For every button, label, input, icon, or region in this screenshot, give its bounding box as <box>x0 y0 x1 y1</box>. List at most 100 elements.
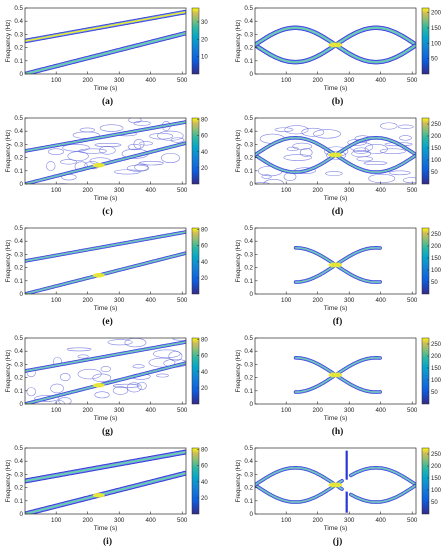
y-tick-label: 0.2 <box>244 485 253 492</box>
y-tick-label: 0.5 <box>244 115 253 122</box>
colorbar-tick-label: 200 <box>431 354 442 360</box>
x-tick-label: 200 <box>83 187 94 194</box>
ridge-sine-b-0-core <box>255 467 343 490</box>
y-tick-label: 0.4 <box>244 238 253 245</box>
x-tick-label: 200 <box>83 77 94 84</box>
noise-contour <box>94 391 110 399</box>
panel-e: 100 200 300 400 500 0 0.1 0.2 0.3 0.4 0.5 Time (s) F… <box>5 225 208 327</box>
noise-contour <box>20 187 43 193</box>
y-tick-label: 0.4 <box>14 458 23 465</box>
plot-area <box>255 8 416 74</box>
plot-frame <box>24 447 187 515</box>
x-tick-label: 400 <box>376 407 387 414</box>
colorbar-tick-label: 80 <box>201 228 208 234</box>
x-tick-label: 100 <box>281 77 292 84</box>
x-tick-label: 300 <box>344 517 355 524</box>
y-tick-label: 0.2 <box>244 45 253 52</box>
x-tick-label: 200 <box>313 407 324 414</box>
noise-contour <box>99 124 124 132</box>
plot-frame <box>254 447 417 515</box>
noise-contour <box>107 339 133 346</box>
x-tick-label: 500 <box>177 187 188 194</box>
panel-a: 100 200 300 400 500 0 0.1 0.2 0.3 0.4 0.5 Time (s) F… <box>5 5 208 107</box>
x-tick-label: 200 <box>313 517 324 524</box>
ridge-crossing-peak <box>328 152 343 158</box>
noise-contour <box>66 347 92 352</box>
y-tick-label: 0 <box>250 401 254 408</box>
y-tick-label: 0 <box>250 71 254 78</box>
plot-frame <box>24 227 187 295</box>
ridge-upper-core <box>25 231 186 262</box>
x-tick-label: 400 <box>376 77 387 84</box>
panel-label: (h) <box>332 426 344 437</box>
x-tick-label: 100 <box>51 77 62 84</box>
x-tick-label: 200 <box>313 187 324 194</box>
noise-contour <box>26 387 36 397</box>
x-tick-label: 500 <box>177 297 188 304</box>
colorbar-tick-label: 20 <box>201 276 208 282</box>
colorbar-tick-label: 40 <box>201 260 208 266</box>
colorbar <box>191 7 200 75</box>
y-tick-label: 0.4 <box>14 238 23 245</box>
y-tick-label: 0.4 <box>244 18 253 25</box>
y-tick-label: 0.5 <box>14 445 23 452</box>
y-tick-label: 0.5 <box>14 115 23 122</box>
x-tick-label: 400 <box>146 187 157 194</box>
noise-contour <box>325 171 343 176</box>
panel-label: (d) <box>332 206 344 217</box>
panel-label: (f) <box>333 316 343 327</box>
noise-contour <box>139 141 153 146</box>
noise-contour <box>152 349 181 359</box>
x-axis-label: Time (s) <box>94 415 118 422</box>
colorbar-tick-label: 200 <box>431 244 442 250</box>
colorbar-tick-label: 50 <box>431 280 438 286</box>
noise-contour <box>127 143 142 151</box>
y-tick-label: 0.4 <box>14 128 23 135</box>
plot-frame <box>254 227 417 295</box>
x-tick-label: 300 <box>114 297 125 304</box>
noise-contour <box>149 132 174 140</box>
x-tick-label: 100 <box>51 407 62 414</box>
noise-contour <box>283 154 313 161</box>
y-tick-label: 0.2 <box>14 375 23 382</box>
ridge-peak-spot <box>92 163 105 168</box>
x-tick-label: 500 <box>177 517 188 524</box>
y-tick-label: 0.5 <box>244 335 253 342</box>
y-tick-label: 0.1 <box>244 498 253 505</box>
panel-label: (c) <box>102 206 113 217</box>
colorbar-tick-label: 100 <box>431 378 442 384</box>
x-tick-label: 200 <box>83 517 94 524</box>
ridge-upper-core <box>25 341 186 372</box>
colorbar-tick-label: 250 <box>431 122 442 128</box>
y-tick-label: 0.2 <box>14 485 23 492</box>
colorbar-tick-label: 60 <box>201 244 208 250</box>
x-tick-label: 300 <box>114 77 125 84</box>
y-tick-label: 0 <box>250 291 254 298</box>
y-tick-label: 0.5 <box>244 225 253 232</box>
x-tick-label: 300 <box>114 187 125 194</box>
y-tick-label: 0.1 <box>14 168 23 175</box>
y-axis-label: Frequency (Hz) <box>5 240 12 283</box>
plot-area <box>25 338 186 404</box>
noise-contour <box>48 148 64 155</box>
y-tick-label: 0 <box>20 181 24 188</box>
x-tick-label: 100 <box>281 297 292 304</box>
y-tick-label: 0.3 <box>14 141 23 148</box>
y-axis-label: Frequency (Hz) <box>5 20 12 63</box>
y-tick-label: 0.4 <box>244 348 253 355</box>
noise-contour <box>112 383 140 388</box>
x-tick-label: 200 <box>83 297 94 304</box>
panel-f: 100 200 300 400 500 0 0.1 0.2 0.3 0.4 0.5 Time (s) F… <box>235 225 442 327</box>
ridge-crossing-peak <box>328 262 343 268</box>
noise-contour <box>356 156 374 162</box>
noise-contour <box>363 161 388 166</box>
noise-contour <box>67 151 89 161</box>
noise-contour <box>94 142 122 147</box>
x-axis-label: Time (s) <box>324 305 348 312</box>
x-axis-label: Time (s) <box>94 525 118 532</box>
y-axis-label: Frequency (Hz) <box>235 130 242 173</box>
x-tick-label: 100 <box>281 407 292 414</box>
plot-frame <box>24 117 187 185</box>
ridge-sine-a-1-core <box>350 467 416 485</box>
